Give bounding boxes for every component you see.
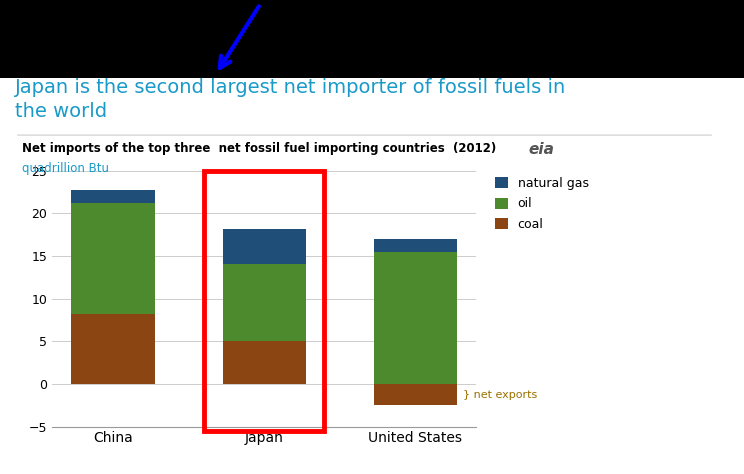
Bar — [205, 171, 324, 431]
Legend: natural gas, oil, coal: natural gas, oil, coal — [496, 177, 589, 231]
Bar — [222, 228, 306, 264]
Bar — [71, 203, 155, 314]
Text: Net imports of the top three  net fossil fuel importing countries  (2012): Net imports of the top three net fossil … — [22, 142, 496, 155]
Bar — [373, 239, 457, 252]
Bar — [222, 341, 306, 384]
Text: quadrillion Btu: quadrillion Btu — [22, 162, 109, 175]
Bar — [71, 190, 155, 203]
Text: Japan is the second largest net importer of fossil fuels in: Japan is the second largest net importer… — [15, 78, 566, 97]
Text: } net exports: } net exports — [463, 390, 537, 400]
Bar — [373, 384, 457, 405]
Text: eia: eia — [528, 142, 554, 157]
Bar — [373, 252, 457, 384]
Text: the world: the world — [15, 102, 107, 121]
Bar — [222, 264, 306, 341]
Bar — [71, 314, 155, 384]
